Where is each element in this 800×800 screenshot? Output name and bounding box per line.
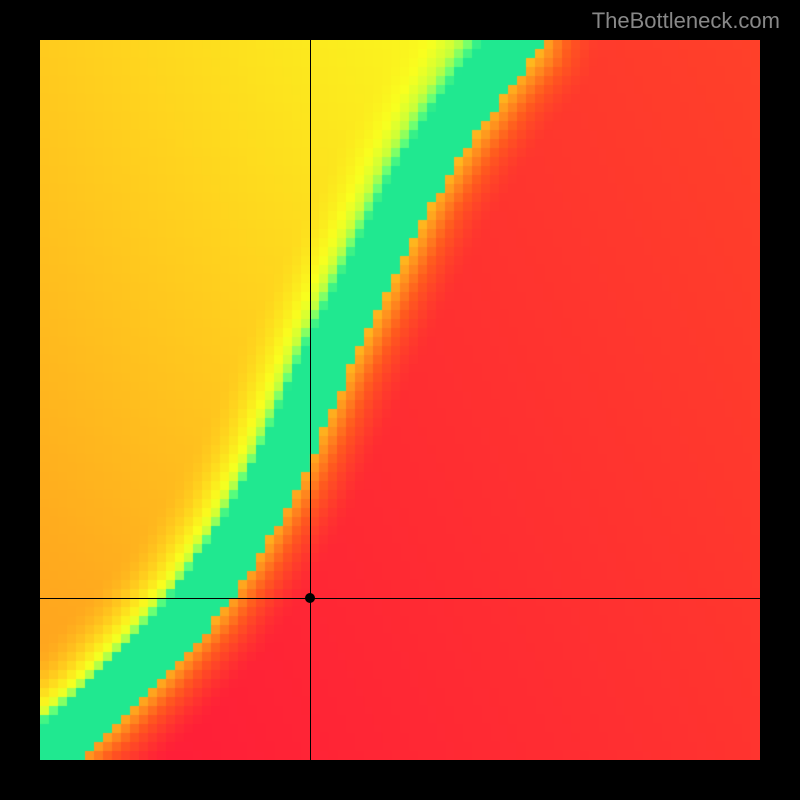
crosshair-vertical: [310, 40, 311, 760]
crosshair-marker: [305, 593, 315, 603]
heatmap-canvas: [40, 40, 760, 760]
watermark-text: TheBottleneck.com: [592, 8, 780, 34]
crosshair-horizontal: [40, 598, 760, 599]
heatmap-plot: [40, 40, 760, 760]
